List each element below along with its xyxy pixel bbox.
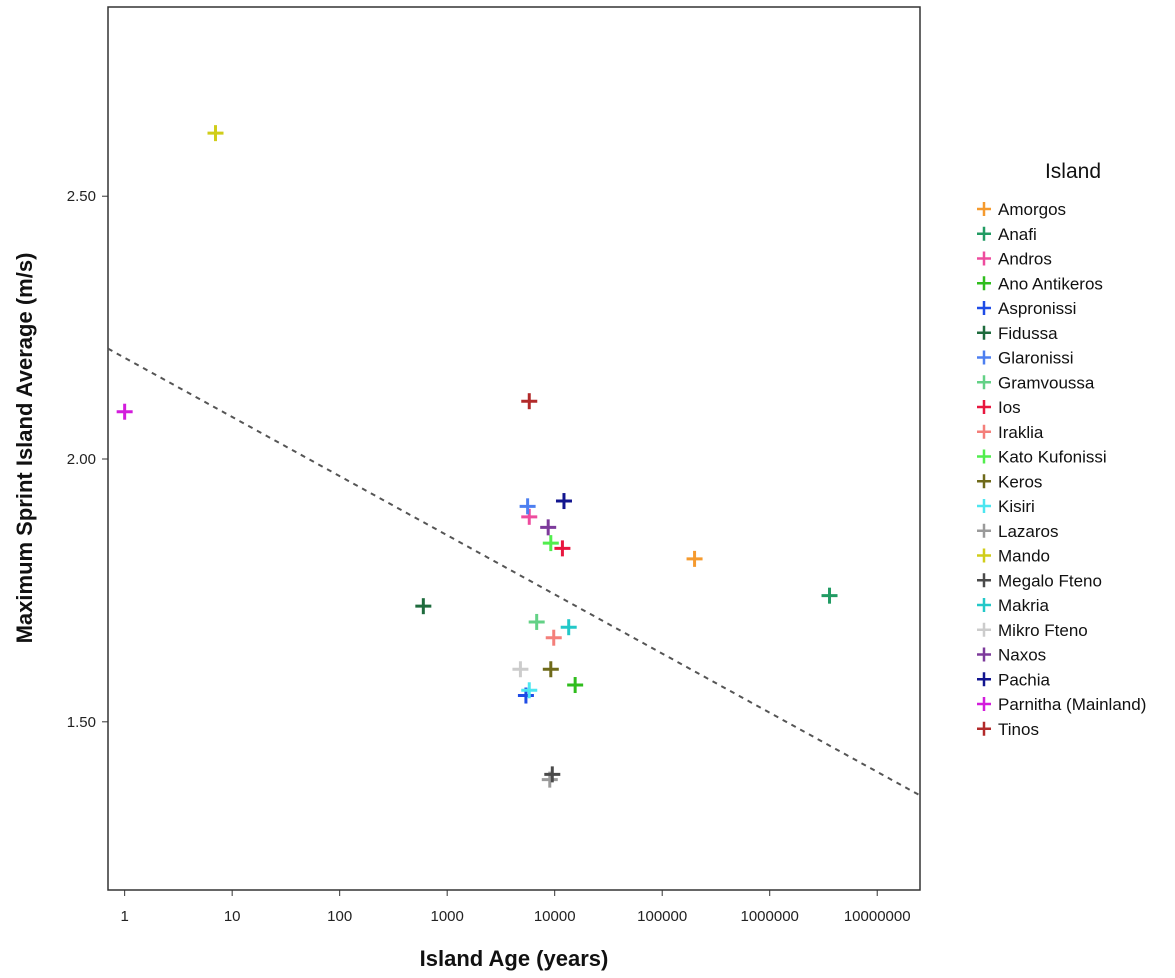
point-andros [521, 508, 538, 525]
legend-label-naxos: Naxos [998, 646, 1046, 665]
legend-label-glaronissi: Glaronissi [998, 349, 1074, 368]
y-axis-title: Maximum Sprint Island Average (m/s) [12, 253, 37, 644]
legend-label-kato-kufonissi: Kato Kufonissi [998, 448, 1107, 467]
trend-line [107, 347, 921, 797]
legend-label-aspronissi: Aspronissi [998, 299, 1076, 318]
x-tick-label: 100000 [637, 908, 687, 925]
data-points [116, 125, 838, 788]
point-ios [554, 540, 571, 557]
legend-marker-kato-kufonissi [977, 449, 991, 464]
legend: Amorgos Anafi Andros Ano Antikeros Asproniss… [977, 200, 1146, 739]
legend-marker-naxos [977, 647, 991, 662]
legend-marker-anafi [977, 226, 991, 241]
legend-marker-glaronissi [977, 350, 991, 365]
legend-label-amorgos: Amorgos [998, 200, 1066, 219]
y-tick-label: 2.50 [67, 188, 96, 205]
legend-label-megalo-fteno: Megalo Fteno [998, 571, 1102, 590]
legend-marker-fidussa [977, 325, 991, 340]
plot-frame [107, 6, 921, 891]
legend-label-keros: Keros [998, 472, 1042, 491]
legend-title: Island [1045, 160, 1101, 183]
legend-label-gramvoussa: Gramvoussa [998, 373, 1095, 392]
x-tick-label: 1000000 [741, 908, 799, 925]
y-tick-label: 1.50 [67, 714, 96, 731]
point-fidussa [415, 598, 432, 615]
legend-marker-megalo-fteno [977, 573, 991, 588]
legend-label-makria: Makria [998, 596, 1050, 615]
x-tick-label: 100 [327, 908, 352, 925]
legend-marker-makria [977, 598, 991, 612]
legend-marker-mikro-fteno [977, 622, 991, 637]
legend-label-ios: Ios [998, 398, 1021, 417]
legend-label-fidussa: Fidussa [998, 324, 1058, 343]
point-keros [542, 661, 559, 678]
legend-label-anafi: Anafi [998, 225, 1037, 244]
x-axis: 1 10 100 1000 10000 100000 1000000 10000000 [120, 890, 911, 925]
point-anafi [821, 587, 838, 604]
point-ano-antikeros [567, 677, 584, 694]
x-axis-title: Island Age (years) [420, 946, 609, 971]
point-mikro-fteno [512, 661, 529, 678]
legend-label-mikro-fteno: Mikro Fteno [998, 621, 1088, 640]
legend-marker-aspronissi [977, 301, 991, 315]
point-kato-kufonissi [542, 535, 559, 552]
point-iraklia [545, 629, 562, 646]
point-kisiri [521, 682, 538, 699]
legend-marker-iraklia [977, 424, 991, 439]
x-tick-label: 10 [224, 908, 241, 925]
legend-label-kisiri: Kisiri [998, 497, 1035, 516]
legend-label-pachia: Pachia [998, 670, 1051, 689]
legend-marker-andros [977, 251, 991, 266]
y-tick-label: 2.00 [67, 451, 96, 468]
legend-marker-kisiri [977, 499, 991, 513]
point-megalo-fteno [544, 766, 561, 783]
x-tick-label: 1 [120, 908, 128, 925]
legend-label-lazaros: Lazaros [998, 522, 1058, 541]
legend-marker-mando [977, 548, 991, 563]
legend-label-tinos: Tinos [998, 720, 1039, 739]
point-parnitha-mainland [116, 403, 133, 420]
point-amorgos [686, 550, 703, 567]
x-tick-label: 1000 [430, 908, 463, 925]
legend-label-mando: Mando [998, 547, 1050, 566]
point-naxos [540, 519, 557, 536]
legend-label-parnitha-mainland: Parnitha (Mainland) [998, 695, 1146, 714]
point-mando [207, 125, 224, 142]
point-pachia [555, 493, 572, 510]
legend-marker-parnitha-mainland [977, 697, 991, 711]
legend-marker-tinos [977, 721, 991, 736]
x-tick-label: 10000 [534, 908, 576, 925]
legend-label-ano-antikeros: Ano Antikeros [998, 274, 1103, 293]
legend-marker-pachia [977, 672, 991, 687]
legend-label-iraklia: Iraklia [998, 423, 1044, 442]
legend-label-andros: Andros [998, 250, 1052, 269]
point-gramvoussa [528, 613, 545, 630]
x-tick-label: 10000000 [844, 908, 911, 925]
legend-marker-amorgos [977, 202, 991, 216]
legend-marker-keros [977, 474, 991, 489]
legend-marker-gramvoussa [977, 375, 991, 390]
point-tinos [521, 393, 538, 410]
legend-marker-ios [977, 400, 991, 414]
y-axis: 1.50 2.00 2.50 [67, 188, 108, 731]
legend-marker-ano-antikeros [977, 276, 991, 291]
point-glaronissi [519, 498, 536, 515]
legend-marker-lazaros [977, 523, 991, 538]
point-makria [560, 619, 577, 636]
